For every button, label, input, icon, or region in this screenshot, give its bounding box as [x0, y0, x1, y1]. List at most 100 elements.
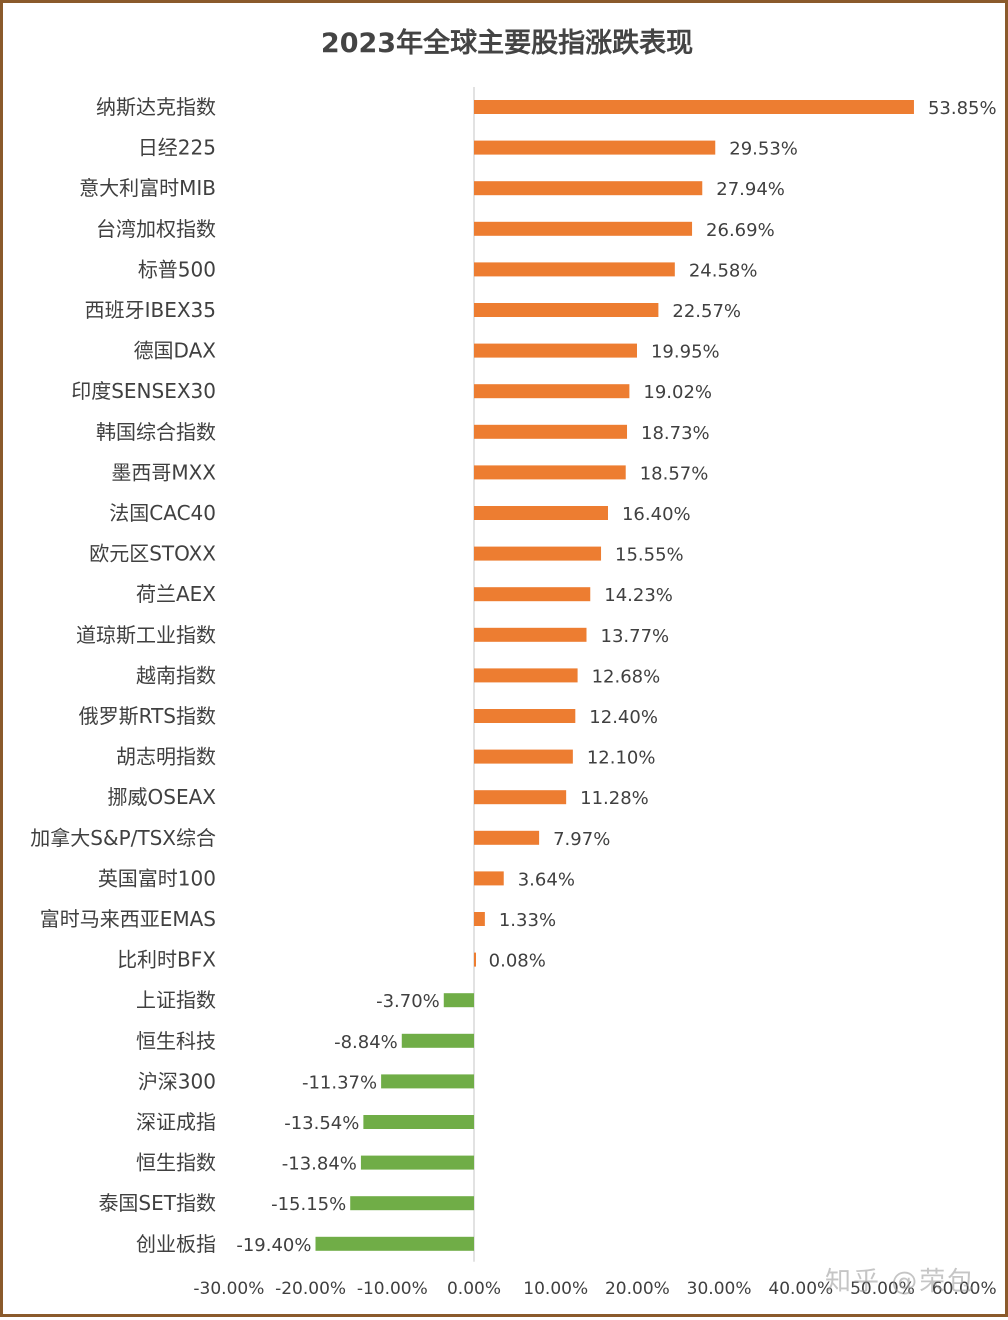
bar: [474, 627, 587, 642]
category-label: 富时马来西亚EMAS: [40, 907, 216, 931]
category-label: 德国DAX: [134, 339, 217, 363]
data-label: 24.58%: [689, 260, 758, 281]
x-tick-label: 20.00%: [605, 1279, 670, 1299]
category-label: 意大利富时MIB: [79, 176, 216, 200]
bar: [474, 952, 476, 967]
bar: [474, 100, 914, 114]
category-label: 沪深300: [138, 1069, 216, 1093]
data-label: 13.77%: [601, 626, 670, 647]
bar: [474, 912, 485, 926]
data-label: 19.95%: [651, 342, 720, 363]
bar: [474, 546, 602, 561]
category-label: 西班牙IBEX35: [85, 298, 216, 322]
bar: [443, 993, 474, 1008]
data-label: 18.57%: [640, 463, 709, 484]
category-label: 恒生指数: [136, 1151, 216, 1175]
x-tick-label: 0.00%: [447, 1279, 501, 1299]
bar: [474, 709, 576, 723]
category-label: 恒生科技: [136, 1029, 216, 1053]
category-label: 泰国SET指数: [98, 1191, 216, 1215]
data-label: 0.08%: [489, 951, 546, 972]
category-label: 墨西哥MXX: [111, 460, 216, 484]
category-label: 日经225: [138, 136, 216, 160]
category-label: 印度SENSEX30: [71, 379, 216, 403]
data-label: -8.84%: [334, 1032, 398, 1053]
data-label: 27.94%: [716, 179, 785, 200]
category-label: 台湾加权指数: [96, 217, 216, 241]
data-label: 29.53%: [729, 139, 798, 160]
category-label: 创业板指: [136, 1232, 216, 1256]
data-label: -19.40%: [236, 1235, 311, 1256]
data-label: 12.10%: [587, 748, 656, 769]
bar: [474, 790, 567, 805]
data-label: 3.64%: [518, 869, 575, 890]
bar-chart: 纳斯达克指数 53.85% 日经225 29.53% 意大利富时MIB 27.94% 台湾加…: [30, 87, 997, 1299]
category-label: 比利时BFX: [117, 948, 216, 972]
data-label: 53.85%: [928, 98, 997, 119]
chart-title: 2023年全球主要股指涨跌表现: [320, 28, 694, 59]
category-label: 俄罗斯RTS指数: [79, 704, 216, 728]
bar: [360, 1155, 474, 1170]
bar: [474, 262, 675, 277]
category-label: 荷兰AEX: [136, 582, 216, 606]
data-label: 16.40%: [622, 504, 691, 525]
data-label: -3.70%: [376, 991, 440, 1012]
x-tick-label: 40.00%: [768, 1279, 833, 1299]
bar: [474, 303, 659, 317]
category-label: 挪威OSEAX: [108, 785, 217, 809]
data-label: -13.84%: [282, 1154, 357, 1175]
bar: [474, 587, 591, 602]
data-label: 7.97%: [553, 829, 610, 850]
bar: [474, 384, 630, 399]
bar: [363, 1115, 474, 1129]
data-label: 11.28%: [580, 788, 649, 809]
category-label: 道琼斯工业指数: [76, 623, 216, 647]
category-label: 欧元区STOXX: [89, 542, 216, 566]
category-label: 标普500: [138, 257, 216, 281]
x-tick-label: -10.00%: [357, 1279, 428, 1299]
category-label: 胡志明指数: [116, 745, 216, 769]
bar: [474, 871, 504, 886]
category-label: 深证成指: [136, 1110, 216, 1134]
bar: [474, 140, 716, 155]
data-label: 15.55%: [615, 545, 684, 566]
bar: [474, 749, 573, 764]
bar: [474, 465, 626, 480]
x-tick-label: 60.00%: [932, 1279, 997, 1299]
data-label: 14.23%: [604, 585, 673, 606]
category-label: 英国富时100: [98, 866, 216, 890]
bar: [474, 343, 637, 358]
category-label: 加拿大S&P/TSX综合: [30, 826, 216, 850]
bar: [474, 668, 578, 683]
x-tick-label: -20.00%: [275, 1279, 346, 1299]
data-label: 12.40%: [589, 707, 658, 728]
category-label: 纳斯达克指数: [96, 95, 216, 119]
x-tick-label: 10.00%: [523, 1279, 588, 1299]
bar: [474, 424, 628, 439]
data-label: 19.02%: [643, 382, 712, 403]
data-label: 18.73%: [641, 423, 710, 444]
x-tick-label: -30.00%: [193, 1279, 264, 1299]
category-label: 越南指数: [136, 663, 216, 687]
bar: [350, 1196, 474, 1211]
category-label: 法国CAC40: [109, 501, 216, 525]
data-label: 1.33%: [499, 910, 556, 931]
bar: [474, 181, 703, 196]
data-label: -11.37%: [302, 1072, 377, 1093]
data-label: -13.54%: [284, 1113, 359, 1134]
data-label: 26.69%: [706, 220, 775, 241]
data-label: 22.57%: [672, 301, 741, 322]
category-label: 上证指数: [136, 988, 216, 1012]
data-label: 12.68%: [592, 666, 661, 687]
x-tick-label: 30.00%: [687, 1279, 752, 1299]
x-tick-label: 50.00%: [850, 1279, 915, 1299]
bar: [474, 506, 608, 520]
bar: [381, 1074, 474, 1089]
bar: [474, 830, 540, 845]
data-label: -15.15%: [271, 1194, 346, 1215]
bar: [315, 1236, 474, 1251]
category-label: 韩国综合指数: [96, 420, 216, 444]
watermark: 知乎 @荣包: [825, 1267, 976, 1297]
bar: [401, 1033, 474, 1048]
